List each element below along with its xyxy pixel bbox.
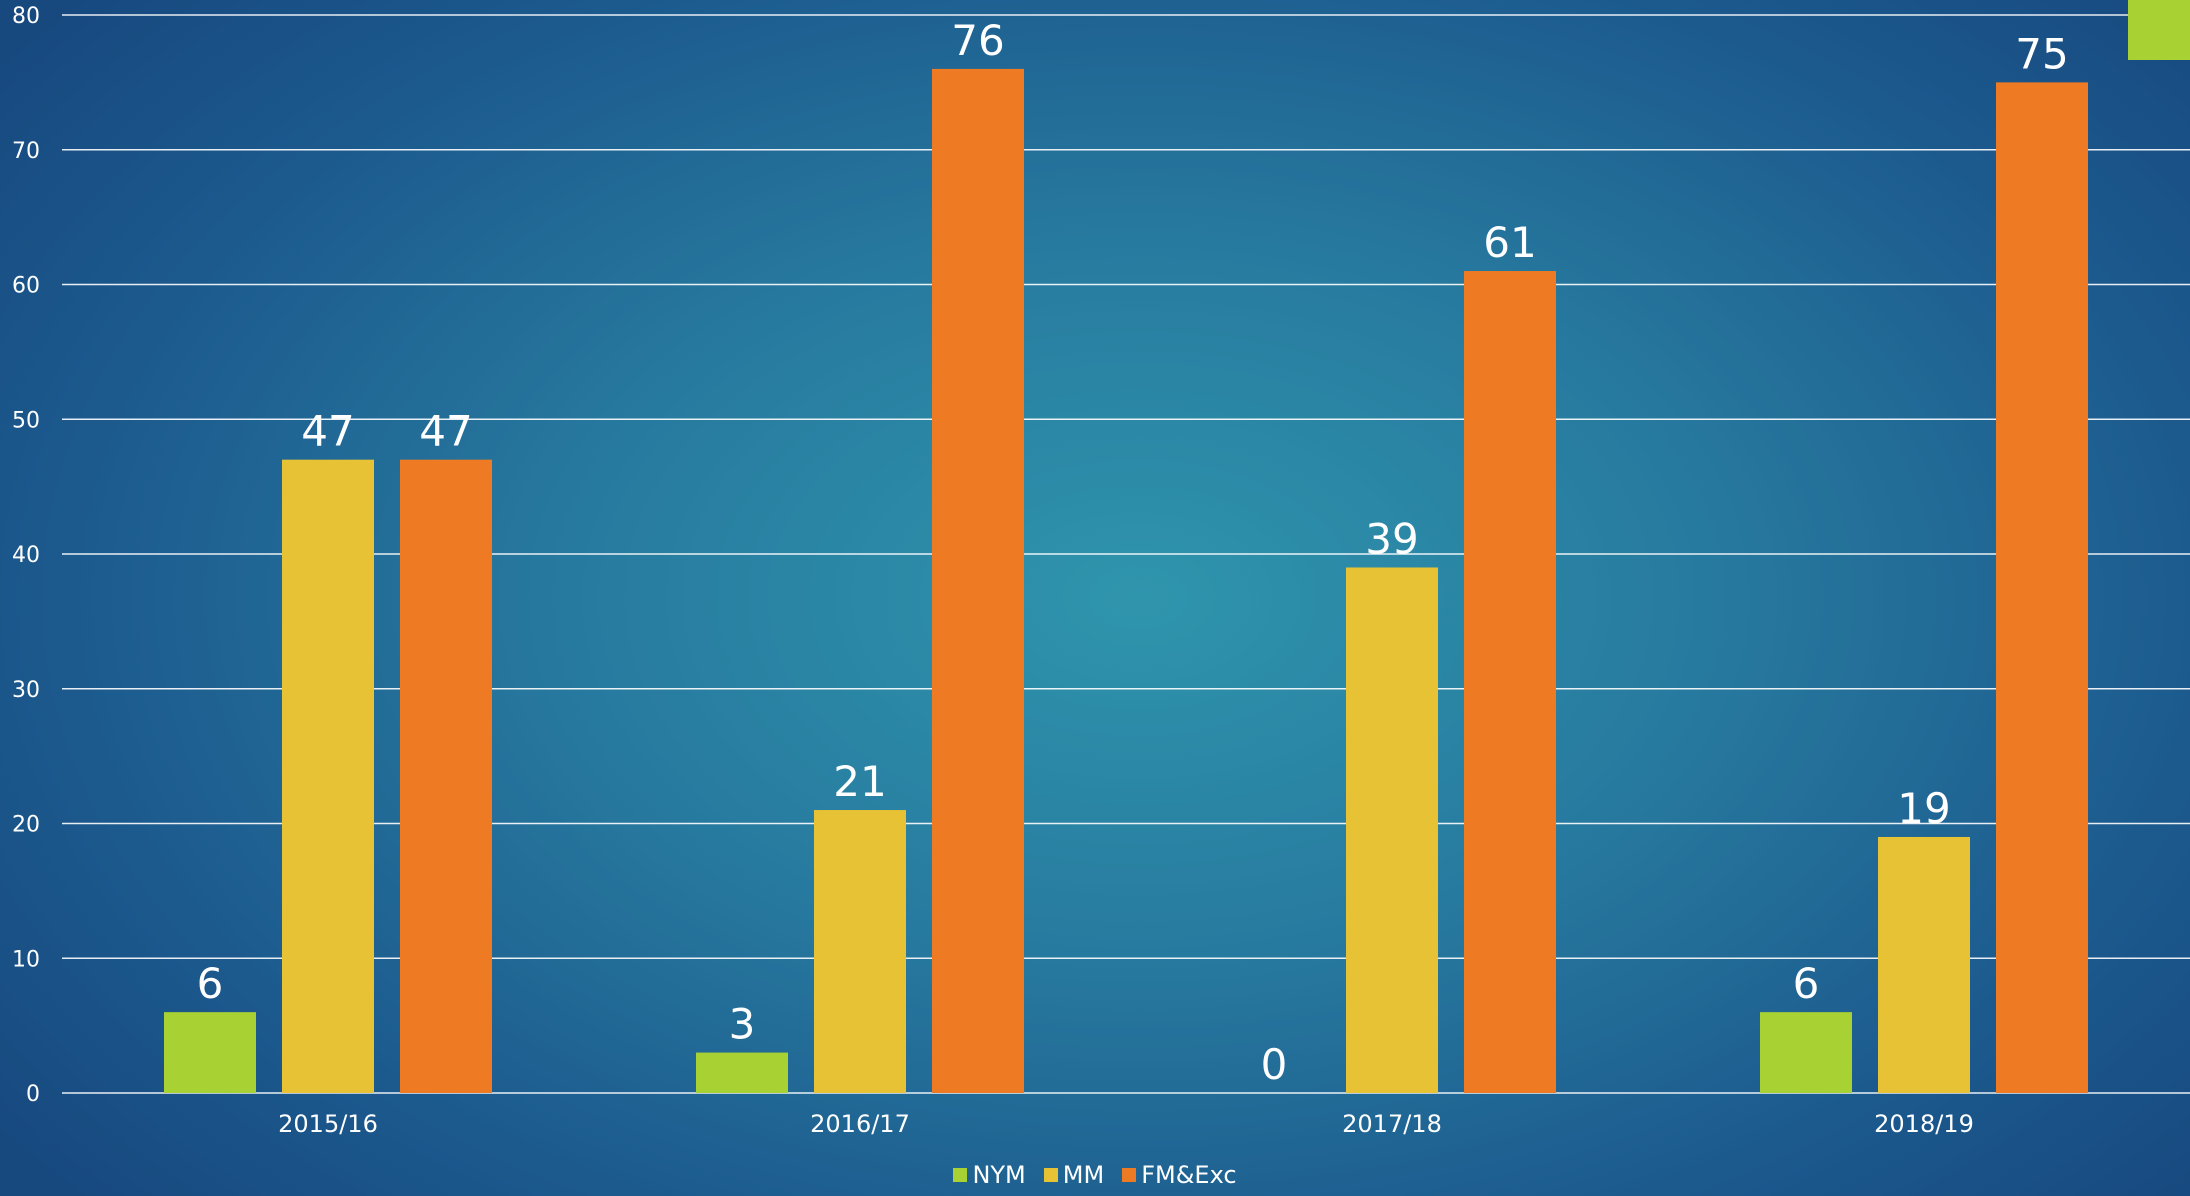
bar-mm <box>814 810 906 1093</box>
data-label: 47 <box>419 407 472 456</box>
data-labels: 6 47 47 3 21 76 0 39 61 6 19 75 <box>197 16 2069 1089</box>
data-label: 19 <box>1897 784 1950 833</box>
data-label: 39 <box>1365 514 1418 563</box>
bar-fm-exc <box>1996 82 2088 1093</box>
y-tick-label: 60 <box>12 274 40 299</box>
data-label: 61 <box>1483 218 1536 267</box>
legend-item: FM&Exc <box>1122 1161 1237 1189</box>
y-tick-label: 30 <box>12 678 40 703</box>
data-label: 0 <box>1261 1040 1288 1089</box>
legend-item: NYM <box>953 1161 1026 1189</box>
legend-item: MM <box>1043 1161 1105 1189</box>
legend: NYM MM FM&Exc <box>0 1161 2190 1189</box>
legend-label: NYM <box>972 1161 1026 1189</box>
y-tick-label: 70 <box>12 139 40 164</box>
y-tick-label: 20 <box>12 813 40 838</box>
y-tick-label: 40 <box>12 543 40 568</box>
bar-nym <box>1760 1012 1852 1093</box>
data-label: 75 <box>2015 29 2068 78</box>
legend-swatch <box>1043 1168 1058 1182</box>
legend-label: MM <box>1062 1161 1105 1189</box>
bar-mm <box>1346 567 1438 1093</box>
bar-mm <box>1878 836 1970 1093</box>
gridlines <box>62 14 2190 1094</box>
bar-mm <box>282 459 374 1093</box>
corner-accent-shape <box>2128 0 2190 60</box>
data-label: 47 <box>301 407 354 456</box>
y-tick-label: 50 <box>12 408 40 433</box>
data-label: 3 <box>729 1000 756 1049</box>
data-label: 6 <box>1793 959 1820 1008</box>
y-tick-label: 0 <box>26 1082 40 1107</box>
bars <box>164 68 2088 1093</box>
data-label: 6 <box>197 959 224 1008</box>
x-tick-label: 2017/18 <box>1342 1110 1442 1138</box>
legend-label: FM&Exc <box>1141 1161 1237 1189</box>
bar-nym <box>696 1052 788 1093</box>
y-tick-label: 10 <box>12 947 40 972</box>
data-label: 21 <box>833 757 886 806</box>
y-tick-label: 80 <box>12 4 40 29</box>
x-tick-label: 2015/16 <box>278 1110 378 1138</box>
bar-fm-exc <box>932 68 1024 1093</box>
legend-swatch <box>953 1168 968 1182</box>
x-tick-label: 2018/19 <box>1874 1110 1974 1138</box>
data-label: 76 <box>951 16 1004 65</box>
x-tick-label: 2016/17 <box>810 1110 910 1138</box>
legend-swatch <box>1122 1168 1137 1182</box>
bar-fm-exc <box>1464 271 1556 1093</box>
bar-nym <box>164 1012 256 1093</box>
bar-fm-exc <box>400 459 492 1093</box>
